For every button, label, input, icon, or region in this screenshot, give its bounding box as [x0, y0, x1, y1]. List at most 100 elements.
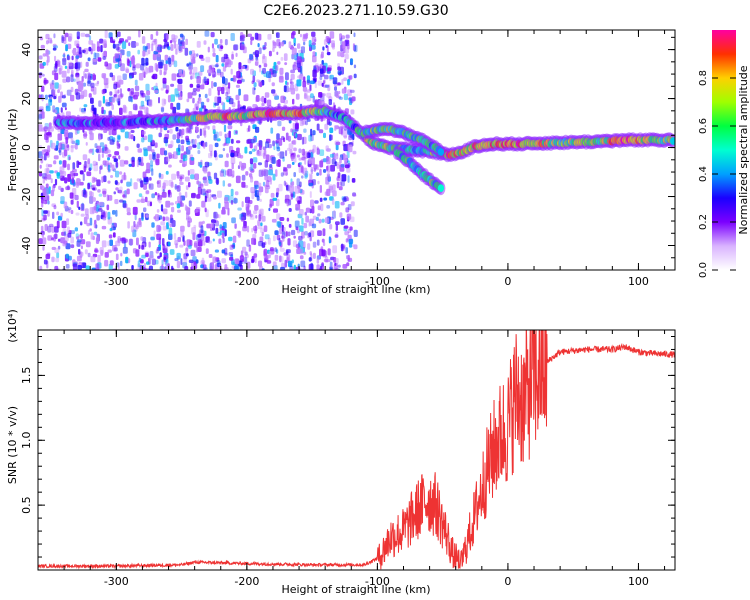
noise-speck — [55, 145, 59, 151]
noise-speck — [154, 89, 159, 94]
noise-speck — [60, 143, 65, 150]
noise-speck — [209, 193, 212, 199]
noise-speck — [128, 238, 134, 246]
noise-speck — [341, 174, 347, 182]
noise-speck — [109, 239, 113, 246]
noise-speck — [301, 175, 304, 179]
noise-speck — [325, 36, 330, 43]
noise-speck — [323, 39, 328, 46]
noise-speck — [281, 41, 284, 47]
noise-speck — [305, 32, 309, 37]
noise-speck — [112, 245, 117, 252]
noise-speck — [262, 168, 267, 176]
noise-speck — [206, 223, 212, 229]
noise-speck — [154, 214, 159, 222]
noise-speck — [154, 192, 158, 196]
noise-speck — [175, 243, 178, 249]
noise-speck — [58, 142, 63, 150]
noise-speck — [42, 176, 45, 184]
noise-speck — [72, 168, 77, 173]
noise-speck — [301, 217, 304, 225]
noise-speck — [319, 168, 322, 176]
noise-speck — [64, 32, 69, 38]
noise-speck — [275, 198, 280, 207]
noise-speck — [224, 229, 227, 237]
noise-speck — [285, 150, 288, 157]
noise-speck — [186, 212, 190, 220]
snr-y-ticks: 0.51.01.5 — [20, 335, 675, 558]
noise-speck — [256, 150, 261, 156]
noise-speck — [79, 107, 82, 112]
noise-speck — [113, 191, 116, 195]
noise-speck — [144, 106, 149, 114]
noise-speck — [313, 168, 317, 172]
noise-speck — [337, 70, 342, 75]
noise-speck — [208, 240, 213, 244]
noise-speck — [76, 160, 80, 168]
noise-speck — [212, 238, 215, 242]
noise-speck — [65, 243, 71, 250]
noise-speck — [230, 152, 235, 157]
noise-speck — [258, 260, 263, 267]
noise-speck — [275, 169, 278, 177]
noise-speck — [312, 69, 317, 78]
noise-speck — [223, 124, 227, 132]
noise-speck — [58, 160, 62, 165]
noise-speck — [90, 185, 95, 190]
noise-speck — [222, 147, 226, 152]
noise-speck — [298, 157, 303, 161]
noise-speck — [66, 76, 71, 83]
noise-speck — [111, 97, 116, 103]
noise-speck — [139, 105, 143, 110]
noise-speck — [71, 55, 74, 61]
noise-speck — [132, 206, 138, 215]
noise-speck — [222, 180, 225, 187]
noise-speck — [54, 247, 60, 254]
noise-speck — [305, 120, 308, 126]
noise-speck — [303, 265, 306, 270]
noise-speck — [323, 132, 326, 139]
noise-speck — [310, 166, 313, 175]
noise-speck — [235, 175, 241, 184]
noise-speck — [273, 208, 278, 213]
noise-speck — [321, 218, 325, 223]
noise-speck — [49, 126, 54, 132]
noise-speck — [120, 260, 123, 267]
noise-speck — [221, 86, 225, 95]
noise-speck — [196, 53, 199, 57]
noise-speck — [322, 93, 326, 97]
noise-speck — [321, 249, 326, 257]
noise-speck — [335, 93, 340, 99]
noise-speck — [134, 91, 140, 97]
noise-speck — [217, 86, 222, 92]
noise-speck — [176, 138, 181, 144]
noise-speck — [163, 71, 166, 76]
noise-speck — [141, 156, 144, 163]
noise-speck — [201, 257, 205, 264]
noise-speck — [167, 46, 171, 51]
noise-speck — [221, 56, 226, 63]
noise-speck — [54, 55, 57, 62]
noise-speck — [329, 31, 335, 39]
noise-speck — [293, 172, 296, 178]
x-tick-label: -100 — [365, 575, 390, 588]
noise-speck — [115, 209, 118, 217]
noise-speck — [293, 152, 296, 158]
noise-speck — [257, 220, 260, 227]
noise-speck — [262, 46, 267, 50]
noise-speck — [237, 100, 240, 109]
noise-speck — [296, 154, 300, 158]
noise-speck — [227, 207, 230, 216]
colorbar-gradient — [712, 30, 736, 270]
noise-speck — [304, 92, 307, 99]
noise-speck — [79, 170, 84, 175]
noise-speck — [348, 134, 353, 141]
noise-speck — [185, 38, 188, 46]
noise-speck — [188, 259, 194, 263]
noise-speck — [352, 192, 356, 197]
noise-speck — [119, 159, 125, 167]
noise-speck — [347, 254, 350, 262]
noise-speck — [268, 169, 273, 176]
noise-speck — [126, 188, 130, 195]
noise-speck — [192, 266, 195, 270]
